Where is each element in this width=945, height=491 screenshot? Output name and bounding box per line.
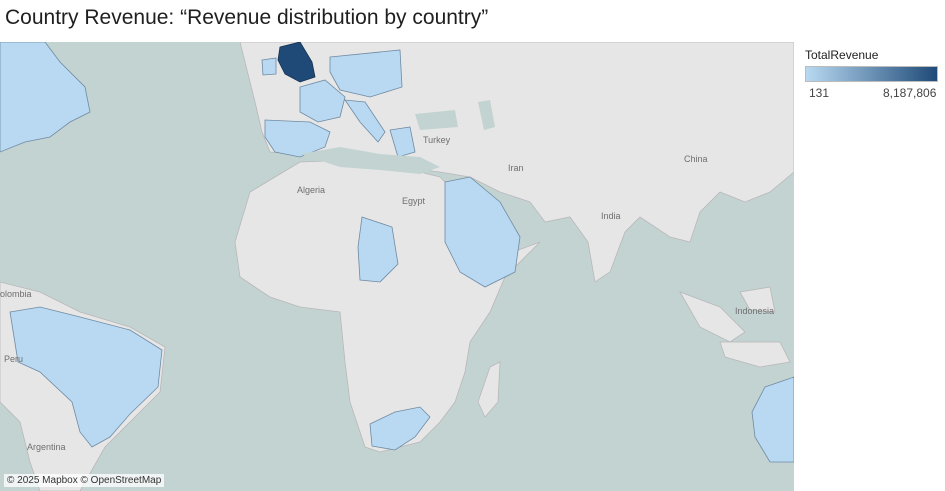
southeast-asia-islands <box>679 286 791 368</box>
canada <box>0 42 91 153</box>
brazil <box>9 306 163 448</box>
caspian-sea <box>478 100 495 130</box>
legend-max-value: 8,187,806 <box>883 86 937 100</box>
label-iran: Iran <box>508 163 524 173</box>
label-algeria: Algeria <box>297 185 326 195</box>
australia <box>751 376 794 463</box>
south-africa <box>369 406 431 451</box>
map-canvas <box>0 42 794 491</box>
chad <box>357 216 399 283</box>
label-peru: Peru <box>4 354 24 364</box>
color-legend: TotalRevenue 131 8,187,806 <box>805 48 938 100</box>
legend-gradient-bar <box>805 66 938 82</box>
legend-title: TotalRevenue <box>805 48 879 62</box>
label-argentina: Argentina <box>27 442 66 452</box>
mediterranean-sea <box>300 147 440 174</box>
legend-min-value: 131 <box>809 86 830 100</box>
france <box>299 79 346 123</box>
label-colombia: olombia <box>0 289 32 299</box>
label-turkey: Turkey <box>423 135 451 145</box>
page-title: Country Revenue: “Revenue distribution b… <box>5 6 489 29</box>
map-view[interactable]: Turkey Algeria Egypt Iran China India In… <box>0 42 794 491</box>
label-indonesia: Indonesia <box>735 306 775 316</box>
label-egypt: Egypt <box>402 196 426 206</box>
united-kingdom <box>277 42 316 83</box>
map-attribution[interactable]: © 2025 Mapbox © OpenStreetMap <box>4 474 165 487</box>
black-sea <box>415 110 458 130</box>
saudi-arabia <box>444 176 521 288</box>
label-china: China <box>684 154 708 164</box>
label-india: India <box>601 211 621 221</box>
italy <box>344 99 386 143</box>
ireland <box>261 57 277 76</box>
madagascar <box>477 361 501 418</box>
germany-poland <box>329 49 403 98</box>
greece <box>389 126 416 158</box>
